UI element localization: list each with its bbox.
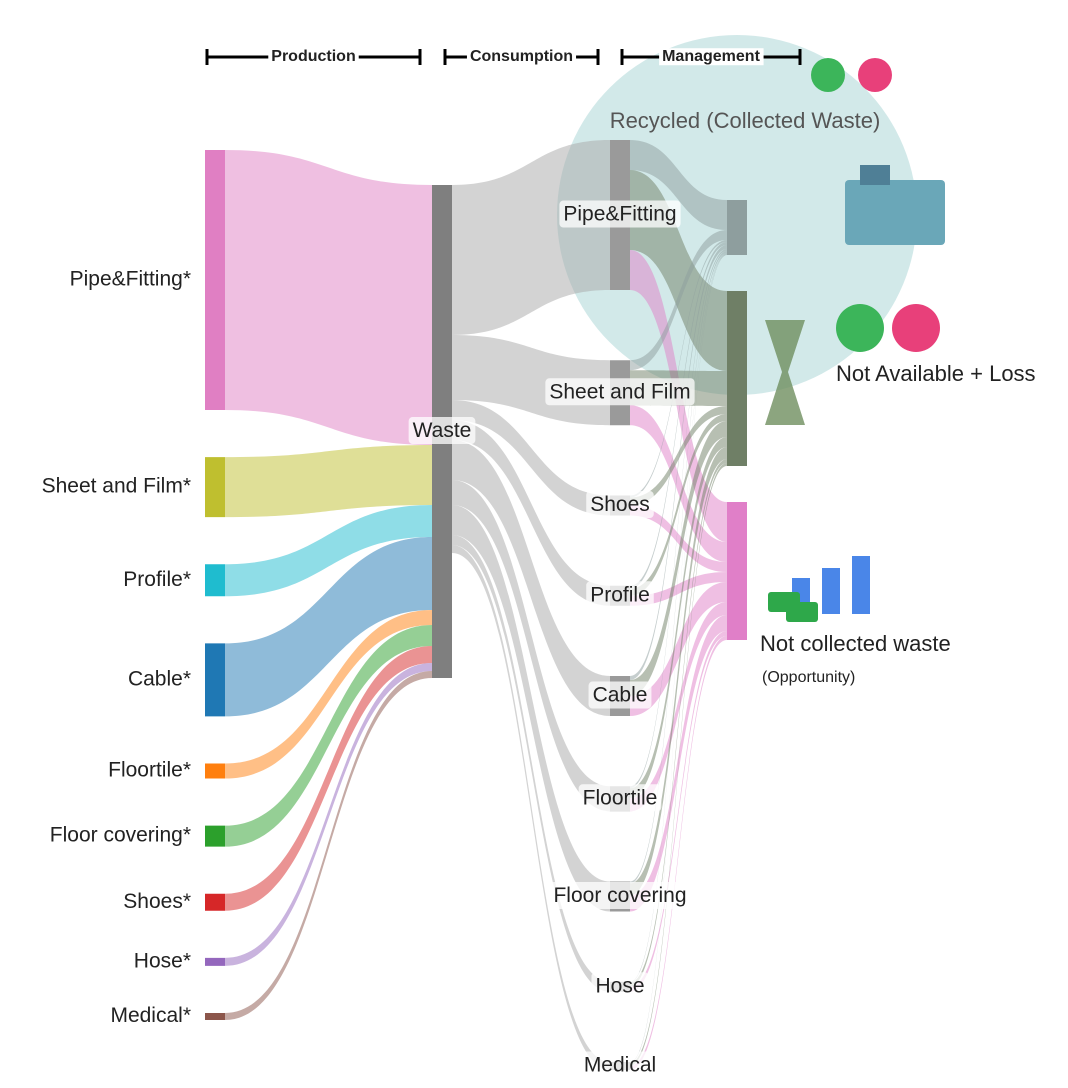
flow xyxy=(630,636,727,1070)
label-bg xyxy=(591,972,649,1000)
node xyxy=(205,763,225,779)
label-bg xyxy=(586,491,654,519)
label-bg xyxy=(545,378,695,406)
flow xyxy=(630,631,727,992)
flow xyxy=(630,447,727,896)
flow xyxy=(630,572,727,606)
flow xyxy=(452,140,610,335)
label-bg xyxy=(408,417,476,445)
flow xyxy=(452,480,610,812)
flow xyxy=(630,405,727,562)
flow xyxy=(225,625,432,847)
flow xyxy=(225,610,432,779)
node xyxy=(205,457,225,518)
flow xyxy=(225,537,432,717)
node-label: Not collected waste xyxy=(760,631,951,656)
node-label: Recycled (Collected Waste) xyxy=(610,108,881,133)
icons xyxy=(765,58,945,622)
node-label: Shoes xyxy=(590,493,650,516)
label-bg xyxy=(549,882,691,910)
node-label: Waste xyxy=(413,419,472,442)
node-label: Floortile xyxy=(583,786,658,809)
stage-label: Production xyxy=(271,48,355,65)
flow xyxy=(630,249,727,789)
flow xyxy=(225,150,432,445)
node-label: Sheet and Film xyxy=(549,380,690,403)
flow xyxy=(630,240,727,498)
node-label: Cable xyxy=(593,684,648,707)
flow xyxy=(630,459,727,987)
node xyxy=(205,643,225,717)
node-label: Medical xyxy=(584,1054,656,1077)
flow xyxy=(630,505,727,572)
node xyxy=(205,893,225,911)
stage-label: Management xyxy=(662,48,760,65)
node-note: (Opportunity) xyxy=(762,669,855,686)
links xyxy=(225,140,727,1070)
flow xyxy=(225,663,432,966)
node-label: Hose xyxy=(595,974,644,997)
flow xyxy=(630,253,727,983)
flow xyxy=(630,414,727,596)
flow xyxy=(630,421,727,696)
stage-label-bg xyxy=(268,48,359,66)
labels: Production Consumption Management Pipe&Fitt… xyxy=(42,48,1036,1079)
flow xyxy=(452,535,610,992)
stage-label: Consumption xyxy=(470,48,573,65)
flow xyxy=(452,420,610,606)
label-bg xyxy=(578,784,662,812)
flow xyxy=(452,440,610,716)
flow xyxy=(630,245,727,680)
node xyxy=(727,291,747,466)
label-bg xyxy=(579,1051,661,1079)
flow xyxy=(452,505,610,912)
node xyxy=(205,957,225,966)
node-label: Cable* xyxy=(128,667,191,690)
flow xyxy=(630,230,727,371)
flow xyxy=(630,251,727,884)
node-label: Profile xyxy=(590,583,650,606)
node xyxy=(727,502,747,640)
node-label: Floortile* xyxy=(108,759,191,782)
node xyxy=(205,150,225,410)
label-bg xyxy=(588,681,652,709)
flow xyxy=(225,445,432,518)
flow xyxy=(630,140,727,230)
node-label: Shoes* xyxy=(123,890,191,913)
node-label: Medical* xyxy=(110,1004,191,1027)
node-label: Pipe&Fitting xyxy=(563,203,676,226)
node xyxy=(205,564,225,597)
flow xyxy=(630,463,727,1066)
node-label: Not Available + Loss xyxy=(836,361,1036,386)
flow xyxy=(225,505,432,597)
label-bg xyxy=(586,581,654,609)
flow xyxy=(630,242,727,589)
flow xyxy=(630,582,727,716)
node-label: Hose* xyxy=(134,949,191,972)
node-label: Pipe&Fitting* xyxy=(70,268,191,291)
flow xyxy=(630,254,727,1063)
node xyxy=(205,825,225,847)
flow xyxy=(630,406,727,506)
label-bg xyxy=(559,200,681,228)
node-label: Profile* xyxy=(123,568,191,591)
flow xyxy=(225,671,432,1020)
flow xyxy=(225,646,432,911)
flow xyxy=(452,545,610,1070)
stage-label-bg xyxy=(659,48,764,66)
flow xyxy=(630,602,727,812)
flow xyxy=(452,400,610,516)
node xyxy=(727,200,747,255)
node-label: Sheet and Film* xyxy=(42,475,191,498)
node-label: Floor covering xyxy=(553,884,686,907)
node xyxy=(205,1013,225,1020)
stage-label-bg xyxy=(466,48,577,66)
node-label: Floor covering* xyxy=(50,824,191,847)
